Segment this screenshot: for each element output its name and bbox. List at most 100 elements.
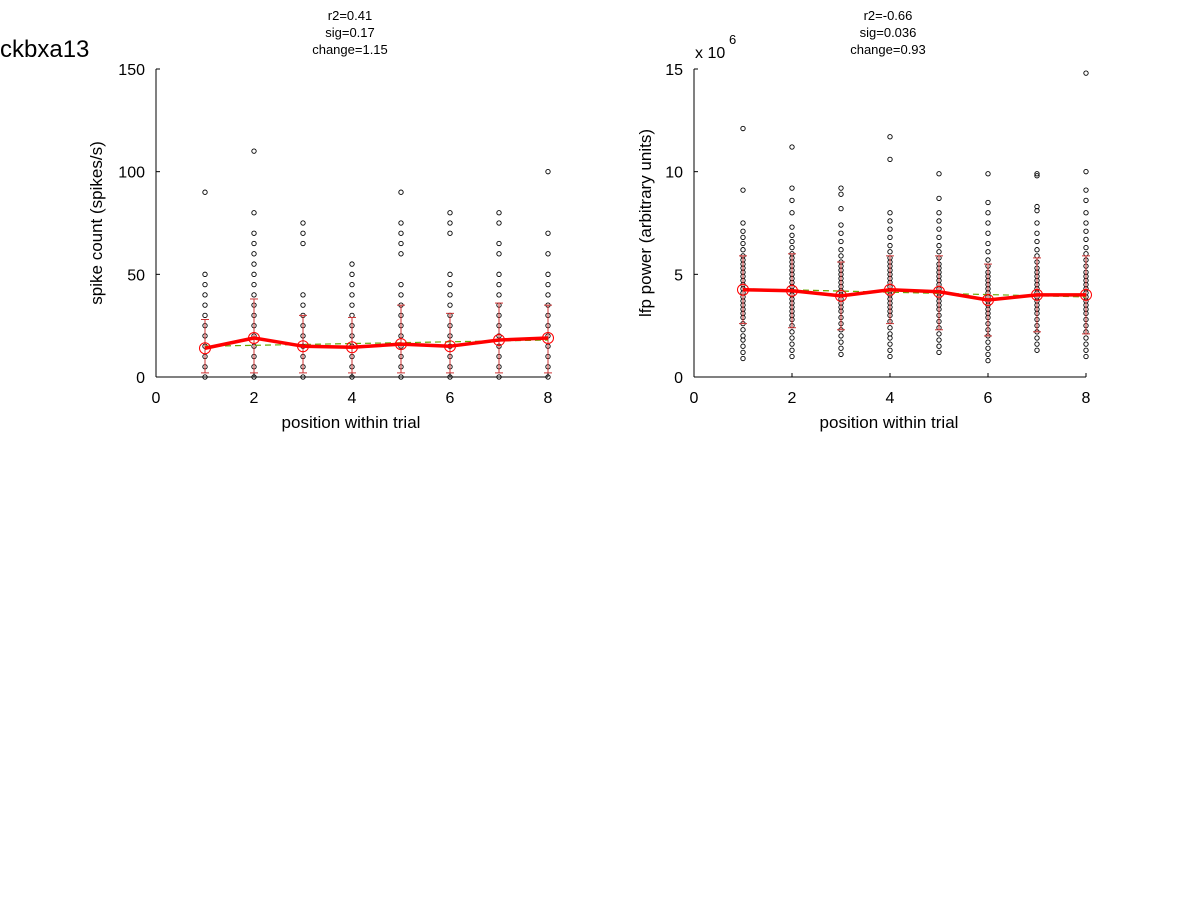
x-tick-label: 2 [250, 390, 259, 407]
data-point [789, 238, 795, 245]
data-point [349, 312, 355, 319]
x-tick-label: 8 [544, 390, 553, 407]
data-point [887, 156, 893, 162]
data-point [545, 271, 551, 277]
data-point [740, 228, 746, 234]
data-point [985, 240, 991, 247]
data-point [1083, 236, 1089, 243]
data-point [985, 199, 991, 206]
data-point [838, 339, 844, 345]
data-point [1034, 335, 1040, 341]
data-point [838, 222, 844, 228]
data-point [496, 374, 502, 380]
data-point [447, 292, 453, 298]
data-point [349, 292, 355, 298]
data-point [887, 242, 893, 249]
data-point [398, 281, 404, 288]
data-point [936, 349, 942, 356]
data-point [202, 271, 208, 277]
data-point [1083, 210, 1089, 216]
data-point [985, 257, 991, 263]
x-axis-label: position within trial [820, 413, 959, 432]
data-point [545, 292, 551, 298]
axes: 0 2 4 6 8 0 50 100 150 [118, 62, 552, 407]
data-point [1034, 230, 1040, 236]
data-point [496, 220, 502, 226]
chart-title-line: sig=0.17 [325, 25, 375, 40]
data-point [789, 347, 795, 353]
data-point [985, 351, 991, 358]
data-point [496, 271, 502, 277]
y-tick-label: 0 [674, 370, 683, 387]
y-axis-exponent-power: 6 [729, 32, 736, 47]
x-tick-label: 6 [984, 390, 993, 407]
data-point [887, 347, 893, 353]
mean-marker [933, 285, 945, 298]
chart-title-line: change=1.15 [312, 42, 388, 57]
data-point [300, 240, 306, 247]
data-point [349, 261, 355, 267]
data-point [300, 302, 306, 308]
data-point [789, 353, 795, 360]
data-point [251, 271, 257, 277]
mean-line [204, 336, 549, 350]
axes: 0 2 4 6 8 0 5 10 15 [665, 62, 1090, 407]
data-point [936, 331, 942, 337]
data-point [740, 343, 746, 349]
data-point [398, 374, 404, 380]
data-point [740, 220, 746, 226]
data-point [545, 230, 551, 236]
data-point [936, 195, 942, 202]
data-point [985, 210, 991, 216]
mean-marker [786, 284, 798, 297]
data-point [985, 339, 991, 345]
data-point [398, 189, 404, 195]
y-tick-label: 150 [118, 62, 145, 79]
data-point [202, 292, 208, 298]
data-point [202, 281, 208, 288]
x-tick-label: 8 [1082, 390, 1091, 407]
data-point [251, 281, 257, 288]
data-point [740, 355, 746, 362]
data-point [496, 240, 502, 247]
data-point [1083, 353, 1089, 360]
data-point [740, 349, 746, 356]
data-point [789, 197, 795, 204]
data-point [300, 220, 306, 226]
chart-title-line: r2=-0.66 [864, 8, 913, 23]
data-point [398, 251, 404, 257]
data-point [1083, 228, 1089, 234]
data-point [887, 341, 893, 347]
data-point [887, 134, 893, 140]
data-point [447, 281, 453, 288]
data-point [740, 187, 746, 193]
data-point [985, 220, 991, 226]
data-point [789, 244, 795, 251]
data-point [789, 335, 795, 341]
data-point [349, 281, 355, 288]
data-point [887, 331, 893, 337]
data-point [740, 333, 746, 339]
data-point [838, 333, 844, 339]
data-point [1034, 203, 1040, 210]
data-point [838, 205, 844, 212]
data-point [936, 171, 942, 177]
data-point [1034, 173, 1040, 179]
data-point [545, 169, 551, 175]
data-point [349, 374, 355, 380]
data-point [447, 220, 453, 226]
x-tick-label: 6 [446, 390, 455, 407]
x-tick-label: 4 [886, 390, 895, 407]
y-axis-label: lfp power (arbitrary units) [636, 129, 655, 317]
data-point [496, 281, 502, 288]
data-point [545, 374, 551, 380]
data-point [838, 191, 844, 197]
data-point [887, 325, 893, 331]
data-point [251, 374, 257, 380]
data-point [251, 240, 257, 247]
data-point [398, 240, 404, 247]
data-point [1083, 341, 1089, 347]
chart-title-line: sig=0.036 [860, 25, 917, 40]
chart-lfp-power: r2=-0.66 sig=0.036 change=0.93 x 10 6 po… [636, 8, 1092, 432]
data-point [936, 234, 942, 241]
